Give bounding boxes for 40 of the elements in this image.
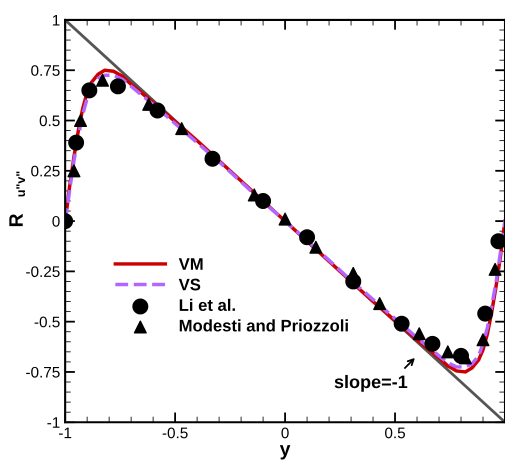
x-tick-label: -1 (59, 428, 72, 438)
point (424, 336, 440, 352)
point (175, 122, 188, 136)
point (96, 74, 110, 87)
point (477, 306, 494, 322)
y-tick-label: -0.5 (34, 316, 60, 328)
point (68, 134, 84, 151)
point (488, 262, 502, 276)
y-tick-label: 0.75 (31, 65, 60, 76)
point (490, 233, 505, 250)
legend-label: VS (178, 278, 200, 290)
y-tick-label: -0.75 (26, 366, 60, 378)
point (309, 240, 322, 254)
y-tick-label: 0.25 (31, 166, 60, 176)
legend-label: Modesti and Priozzoli (180, 319, 348, 332)
point (81, 82, 98, 98)
point (412, 327, 426, 340)
y-tick-label: -1 (47, 417, 60, 428)
point (476, 333, 490, 346)
x-tick-label: 0.5 (385, 428, 406, 438)
point (394, 316, 410, 332)
point (74, 114, 88, 128)
point (441, 345, 454, 358)
y-tick-label: 0 (52, 216, 60, 227)
point (110, 78, 126, 94)
point (204, 150, 220, 167)
point (299, 229, 316, 246)
y-tick-label: 1 (52, 14, 60, 26)
y-axis-title: Ru"v" (9, 172, 26, 226)
x-tick-label: -0.5 (162, 428, 188, 438)
point (278, 212, 292, 226)
point (67, 164, 80, 178)
y-tick-label: -0.25 (26, 266, 60, 278)
legend-label: Li et al. (180, 298, 235, 311)
x-tick-label: 0 (281, 428, 289, 438)
annotation: slope=-1 (334, 374, 408, 392)
legend-label: VM (178, 258, 203, 270)
y-tick-label: 0.5 (40, 115, 60, 126)
point (373, 297, 386, 310)
x-axis-title: y (280, 445, 290, 460)
